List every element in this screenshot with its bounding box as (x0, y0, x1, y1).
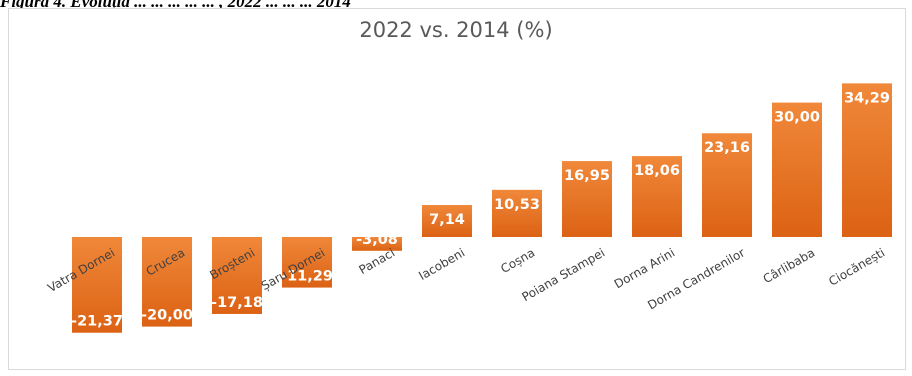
bar-5 (422, 205, 472, 237)
bar-11 (842, 83, 892, 237)
category-label-6: Coșna (498, 246, 537, 277)
bar-4 (352, 237, 402, 251)
value-label-2: -17,18 (211, 295, 263, 311)
bar-6 (492, 189, 542, 237)
value-label-11: 34,29 (844, 90, 890, 106)
figure-caption: Figura 4. Evoluția ... ... ... ... ... ,… (0, 0, 351, 11)
value-label-1: -20,00 (141, 308, 193, 324)
category-label-11: Ciocănești (826, 246, 887, 289)
value-label-5: 7,14 (429, 212, 465, 228)
bar-9 (702, 133, 752, 237)
category-label-10: Cârlibaba (761, 246, 818, 287)
value-label-6: 10,53 (494, 197, 540, 213)
value-label-9: 23,16 (704, 140, 750, 156)
category-label-8: Dorna Arini (612, 246, 677, 292)
value-label-3: -11,29 (281, 269, 333, 285)
value-label-10: 30,00 (774, 110, 820, 126)
chart-title: 2022 vs. 2014 (%) (359, 18, 553, 42)
bar-7 (562, 161, 612, 237)
value-label-7: 16,95 (564, 168, 610, 184)
value-label-4: -3,08 (356, 232, 398, 248)
bar-1 (142, 237, 192, 327)
category-label-5: Iacobeni (416, 246, 467, 284)
bar-0 (72, 237, 122, 333)
bar-10 (772, 102, 822, 237)
bar-8 (632, 156, 682, 237)
value-label-0: -21,37 (71, 314, 123, 330)
bar-2 (212, 237, 262, 314)
bar-3 (282, 237, 332, 288)
value-label-8: 18,06 (634, 163, 680, 179)
